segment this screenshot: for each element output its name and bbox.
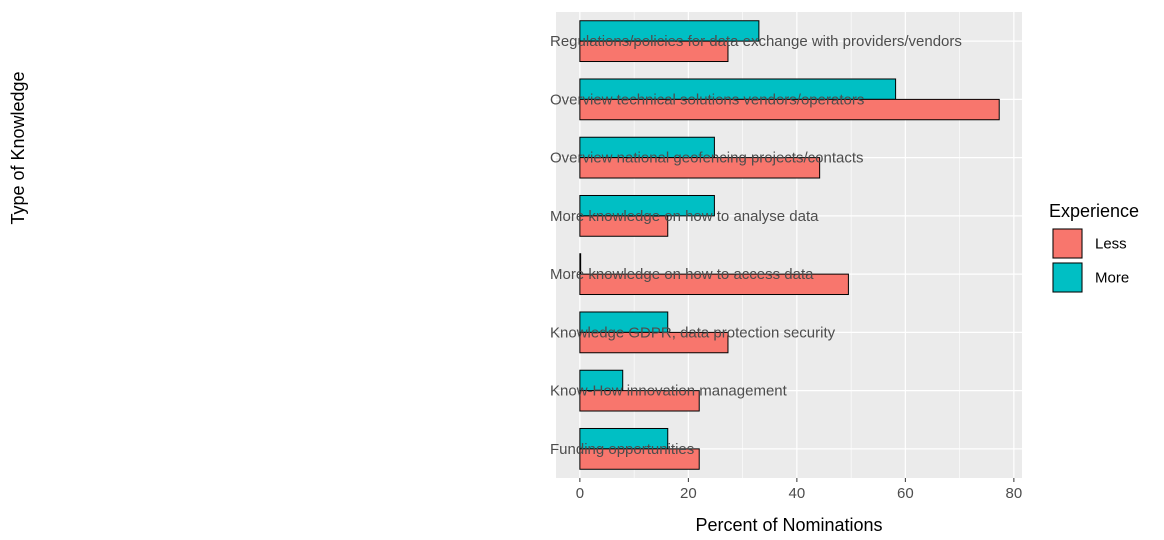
x-tick-label: 60 <box>897 485 914 502</box>
bar-less <box>579 40 729 63</box>
legend-label-more: More <box>1095 270 1129 287</box>
category-label: Knowledge GDPR, data protection security <box>550 324 836 341</box>
legend-key-less <box>1052 228 1083 259</box>
bar-less <box>579 157 821 179</box>
bar-less <box>579 448 700 470</box>
bar-less <box>579 331 729 354</box>
bar-less <box>579 215 669 237</box>
bars <box>579 20 1000 470</box>
bar-less <box>579 390 700 412</box>
bar-less <box>579 98 1000 121</box>
category-label: Know-How innovation management <box>550 383 788 400</box>
legend-key-more <box>1052 262 1083 293</box>
legend-label-less: Less <box>1095 236 1127 253</box>
x-tick-label: 0 <box>576 485 584 502</box>
category-labels: Regulations/policies for data exchange w… <box>550 33 962 458</box>
x-tick-label: 80 <box>1006 485 1023 502</box>
x-axis-title: Percent of Nominations <box>695 515 882 535</box>
legend-title: Experience <box>1049 201 1139 221</box>
x-tick-label: 40 <box>789 485 806 502</box>
category-label: More knowledge on how to analyse data <box>550 208 819 225</box>
bar-less <box>579 273 849 296</box>
x-axis: 0 20 40 60 80 <box>576 478 1023 502</box>
category-label: More knowledge on how to access data <box>550 266 814 283</box>
legend: Experience Less More <box>1049 201 1139 293</box>
category-label: Regulations/policies for data exchange w… <box>550 33 962 50</box>
x-tick-label: 20 <box>680 485 697 502</box>
category-label: Overview technical solutions vendors/ope… <box>550 91 864 108</box>
y-axis-title: Type of Knowledge <box>8 71 28 224</box>
category-label: Overview national geofencing projects/co… <box>550 150 864 167</box>
category-label: Funding opportunities <box>550 441 694 458</box>
